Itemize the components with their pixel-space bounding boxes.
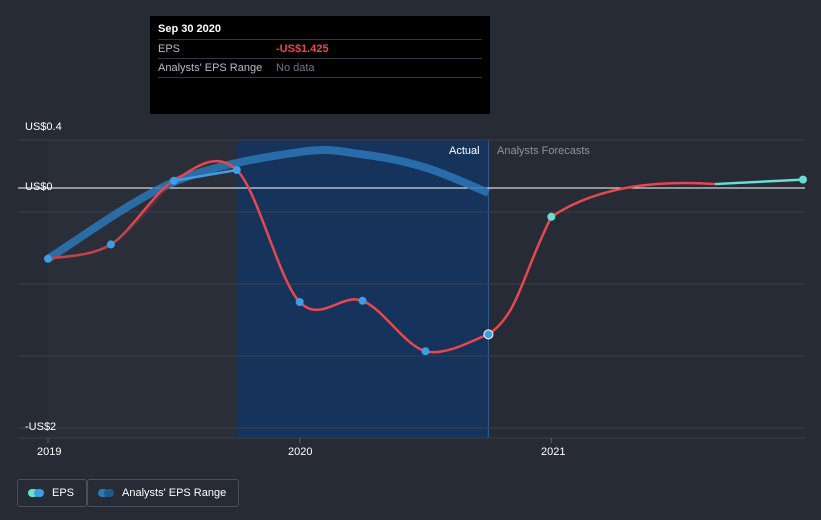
tooltip-range-row: Analysts' EPS Range No data (158, 58, 482, 77)
eps-forecast-tail (714, 178, 804, 186)
analysts-eps-range-band (45, 146, 490, 263)
y-tick-label: US$0 (25, 181, 53, 193)
tooltip-eps-label: EPS (158, 43, 181, 55)
eps-forecast-line (550, 181, 716, 218)
legend-range-button[interactable]: Analysts' EPS Range (87, 479, 240, 507)
eps-point (358, 296, 367, 305)
eps-point (106, 240, 115, 249)
tooltip-eps-value: -US$1.425 (276, 43, 329, 55)
actual-region-label: Actual (449, 145, 480, 157)
eps-legend-icon (28, 489, 44, 497)
eps-point (44, 254, 52, 263)
eps-bridge-line (487, 216, 553, 336)
eps-forecast-point (799, 175, 807, 184)
y-tick-label: US$0.4 (25, 121, 62, 133)
tooltip-date: Sep 30 2020 (158, 23, 221, 35)
x-tick-label: 2020 (288, 446, 313, 458)
x-tick-label: 2019 (37, 446, 62, 458)
x-tick-label: 2021 (541, 446, 566, 458)
tooltip-range-value: No data (276, 62, 315, 74)
legend-range-label: Analysts' EPS Range (122, 487, 227, 499)
legend-eps-button[interactable]: EPS (17, 479, 88, 507)
tooltip-eps-row: EPS -US$1.425 (158, 39, 482, 58)
y-tick-label: -US$2 (25, 421, 57, 433)
tooltip-range-label: Analysts' EPS Range (158, 62, 263, 74)
past-period-shade (48, 140, 237, 438)
selected-period-highlight (236, 140, 489, 438)
eps-point (232, 166, 241, 174)
eps-point (483, 329, 494, 340)
eps-forecast-point (547, 212, 556, 221)
eps-point (295, 298, 304, 306)
forecast-region-label: Analysts Forecasts (497, 145, 590, 157)
tooltip-divider (158, 77, 482, 102)
eps-tooltip: Sep 30 2020 EPS -US$1.425 Analysts' EPS … (150, 16, 490, 114)
eps-point (421, 347, 430, 356)
eps-point (169, 176, 178, 185)
legend-eps-label: EPS (52, 487, 75, 499)
range-legend-icon (98, 489, 114, 497)
eps-line (47, 159, 489, 354)
